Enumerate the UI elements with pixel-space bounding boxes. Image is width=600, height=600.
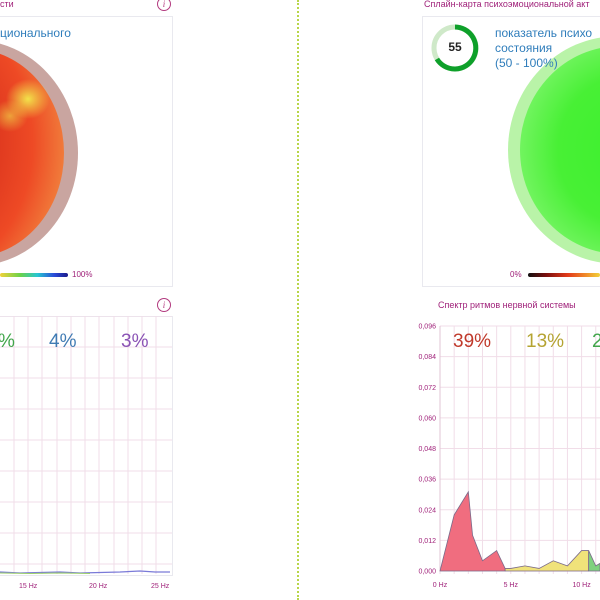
left-spline-heatmap (0, 43, 78, 263)
right-band-pct-2: 13% (526, 331, 565, 352)
left-spectrum-trace (0, 570, 170, 574)
left-band-pct-1: % (0, 331, 15, 353)
y-tick-label: 0,096 (418, 324, 436, 331)
left-map-info-icon[interactable]: i (157, 0, 171, 11)
right-color-scale (528, 273, 600, 277)
score-value: 55 (448, 40, 462, 54)
indicator-label-line2: состояния (495, 41, 553, 55)
x-tick-label: 0 Hz (433, 582, 448, 589)
indicator-label-line1: показатель психо (495, 26, 593, 40)
left-x-tick: 20 Hz (89, 583, 108, 590)
right-map-title: Сплайн-карта психоэмоциональной акт (424, 0, 590, 9)
left-gauge-title: ционального (0, 26, 71, 40)
left-map-title: сти (0, 0, 14, 9)
x-tick-label: 5 Hz (504, 582, 519, 589)
score-ring (431, 24, 479, 72)
y-tick-label: 0,072 (418, 385, 436, 392)
y-tick-label: 0,012 (418, 538, 436, 545)
left-band-pct-3: 3% (121, 331, 149, 352)
spectrum-area-3 (588, 550, 600, 572)
left-x-tick: 25 Hz (151, 583, 170, 590)
spectrum-title: Спектр ритмов нервной системы (438, 300, 576, 310)
x-tick-label: 10 Hz (572, 582, 591, 589)
right-scale-min-label: 0% (510, 270, 522, 279)
left-spectrum-trace-2 (0, 572, 91, 575)
left-color-scale (0, 273, 68, 277)
spectrum-area-1 (439, 490, 506, 572)
left-spectrum-grid (0, 316, 172, 575)
left-spectrum-info-icon[interactable]: i (157, 298, 171, 312)
indicator-range: (50 - 100%) (495, 56, 558, 70)
right-spline-heatmap (508, 37, 600, 263)
panel-divider (297, 0, 299, 600)
right-band-pct-1: 39% (453, 331, 492, 352)
y-tick-label: 0,084 (418, 354, 436, 361)
right-band-pct-3: 2 (592, 331, 600, 352)
left-band-pct-2: 4% (49, 331, 77, 352)
y-tick-label: 0,060 (418, 415, 436, 422)
spectrum-area-2 (504, 550, 590, 572)
y-tick-label: 0,000 (418, 569, 436, 576)
left-scale-max-label: 100% (72, 270, 93, 279)
left-x-tick: 15 Hz (19, 583, 38, 590)
y-tick-label: 0,024 (418, 507, 436, 514)
y-tick-label: 0,036 (418, 477, 436, 484)
rhythm-spectrum-chart: 0,096 0,084 0,072 0,060 0,048 0,036 0,024 0,012… (418, 324, 600, 589)
right-head-fill (520, 48, 600, 252)
left-x-axis: 15 Hz 20 Hz 25 Hz (19, 583, 170, 590)
y-tick-label: 0,048 (418, 446, 436, 453)
